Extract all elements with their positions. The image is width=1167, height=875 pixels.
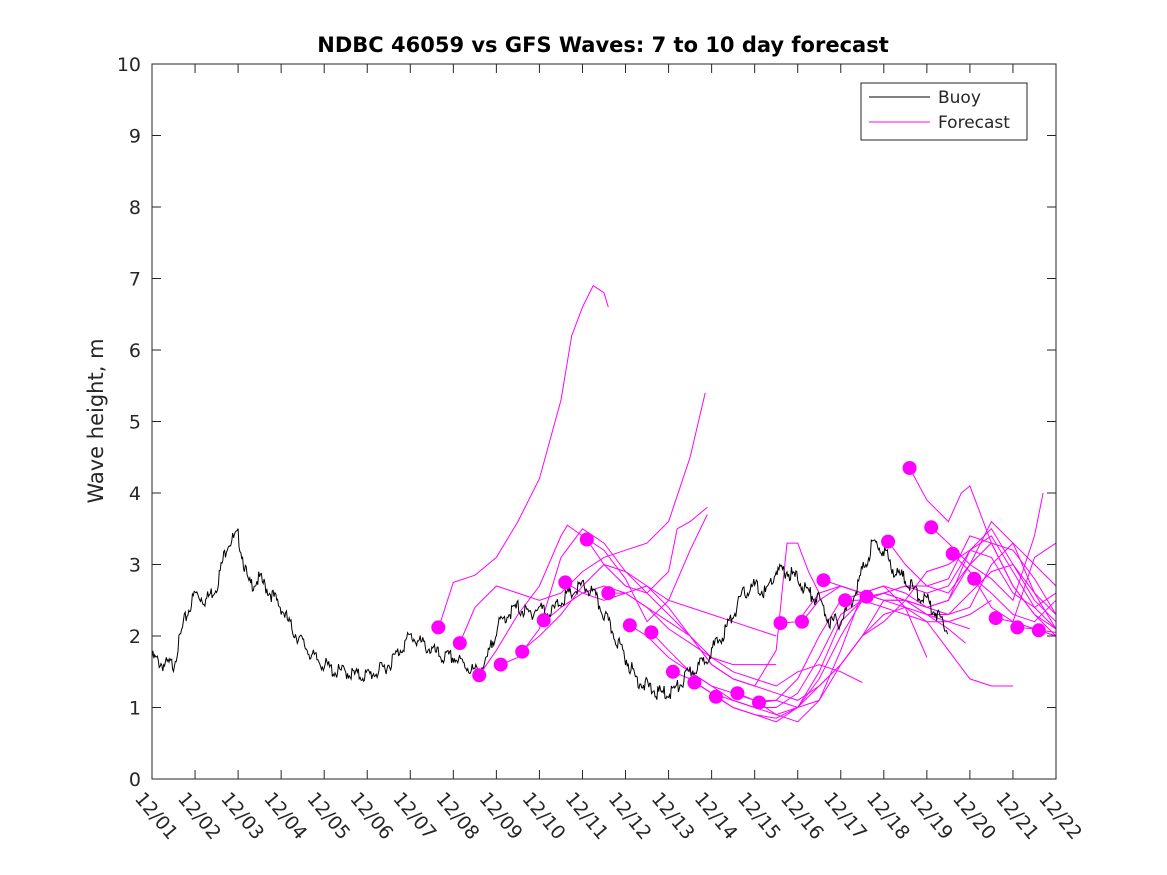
forecast-point-2 xyxy=(452,636,467,651)
y-tick-label: 1 xyxy=(129,698,141,720)
y-tick-label: 3 xyxy=(129,555,141,577)
y-tick-label: 10 xyxy=(117,54,141,76)
forecast-point-17 xyxy=(773,616,788,631)
forecast-point-12 xyxy=(665,664,680,679)
y-tick-label: 6 xyxy=(129,340,141,362)
forecast-point-25 xyxy=(945,546,960,561)
forecast-line-8 xyxy=(586,539,863,687)
forecast-point-28 xyxy=(1010,620,1025,635)
forecast-point-19 xyxy=(816,573,831,588)
chart-title: NDBC 46059 vs GFS Waves: 7 to 10 day for… xyxy=(317,33,888,57)
forecast-point-22 xyxy=(881,534,896,549)
forecast-point-8 xyxy=(579,532,594,547)
y-tick-label: 2 xyxy=(129,626,141,648)
forecast-point-9 xyxy=(601,586,616,601)
forecast-point-26 xyxy=(967,571,982,586)
buoy-series-line xyxy=(151,528,948,700)
forecast-line-13 xyxy=(694,599,992,708)
forecast-point-1 xyxy=(431,620,446,635)
y-tick-label: 5 xyxy=(129,412,141,434)
legend: Buoy Forecast xyxy=(860,82,1028,141)
y-tick-label: 7 xyxy=(129,269,141,291)
forecast-line-23 xyxy=(909,467,1057,630)
forecast-point-29 xyxy=(1031,623,1046,638)
forecast-line-26 xyxy=(973,578,1057,623)
y-tick-label: 0 xyxy=(129,769,141,791)
forecast-point-11 xyxy=(644,625,659,640)
y-tick-label: 9 xyxy=(129,126,141,148)
forecast-point-14 xyxy=(708,689,723,704)
forecast-point-15 xyxy=(730,686,745,701)
forecast-point-5 xyxy=(515,644,530,659)
forecast-point-21 xyxy=(859,589,874,604)
forecast-points-layer xyxy=(431,461,1046,710)
forecast-point-7 xyxy=(558,575,573,590)
forecast-line-19 xyxy=(823,520,1057,630)
y-tick-label: 4 xyxy=(129,483,141,505)
forecast-point-3 xyxy=(472,668,487,683)
y-axis-label: Wave height, m xyxy=(84,338,108,503)
forecast-line-15 xyxy=(737,549,1057,709)
forecast-point-6 xyxy=(536,613,551,628)
forecast-point-23 xyxy=(902,461,917,475)
forecast-point-18 xyxy=(795,614,809,629)
legend-box xyxy=(860,82,1028,141)
plot-area xyxy=(152,64,1056,779)
forecast-point-10 xyxy=(622,618,637,633)
forecast-point-20 xyxy=(838,593,853,608)
legend-buoy-label: Buoy xyxy=(938,88,981,108)
series-layer xyxy=(151,284,1057,723)
forecast-line-25 xyxy=(952,542,1057,623)
legend-forecast-label: Forecast xyxy=(938,113,1010,133)
forecast-point-27 xyxy=(988,611,1003,626)
forecast-point-13 xyxy=(687,675,702,690)
forecast-line-2 xyxy=(459,392,706,644)
forecast-point-24 xyxy=(924,520,939,535)
y-tick-label: 8 xyxy=(129,197,141,219)
forecast-line-1 xyxy=(437,284,609,630)
forecast-point-4 xyxy=(493,657,508,672)
forecast-line-16 xyxy=(758,563,1057,703)
forecast-line-20 xyxy=(845,542,1057,615)
forecast-line-6 xyxy=(543,585,777,666)
forecast-point-16 xyxy=(752,695,766,710)
forecast-line-4 xyxy=(500,506,708,666)
forecast-line-24 xyxy=(930,492,1044,602)
